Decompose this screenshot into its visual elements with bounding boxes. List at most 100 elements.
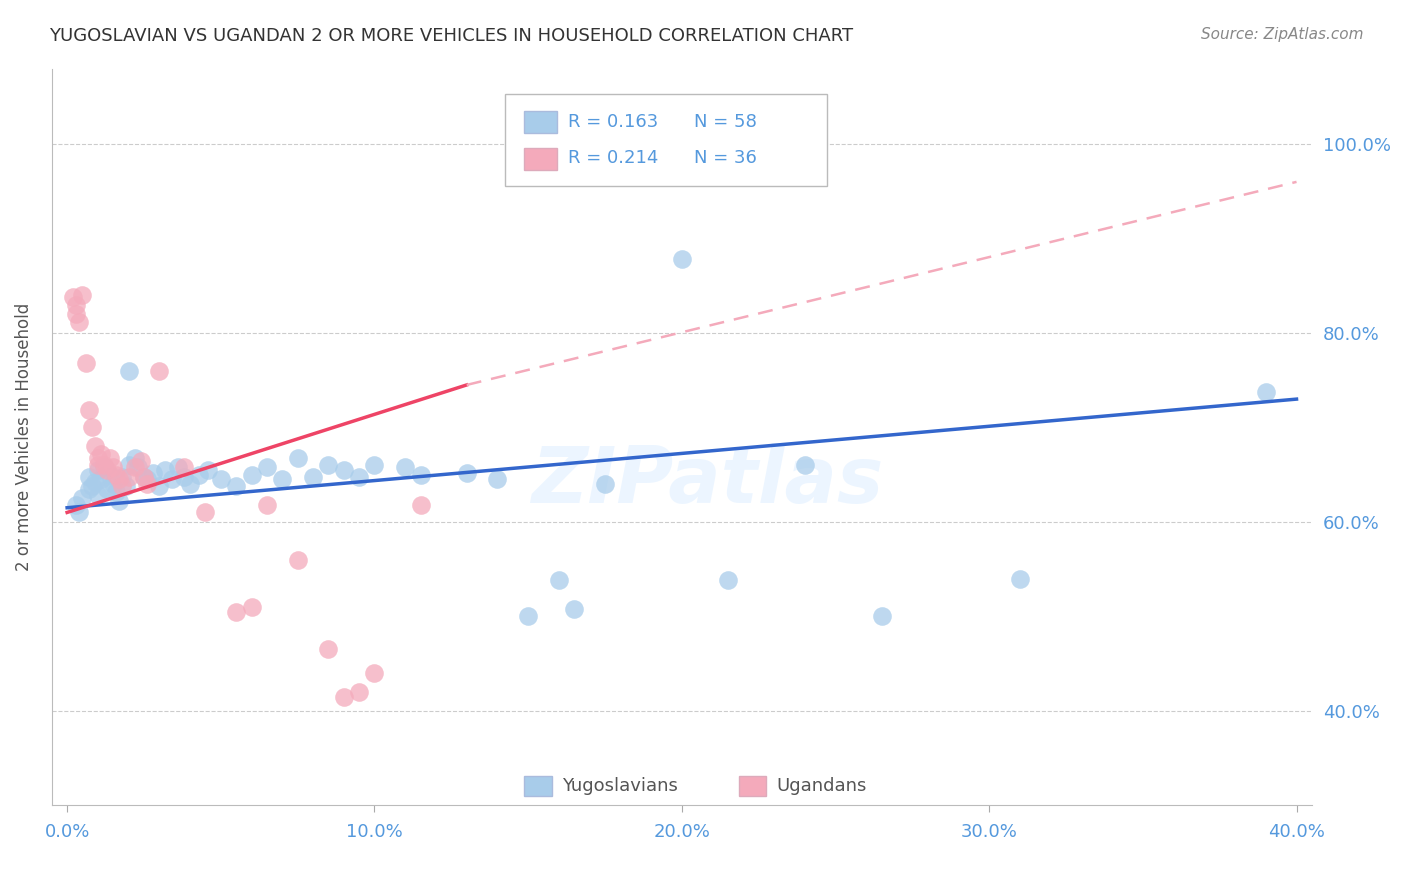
Point [65,498,87,512]
Point [197,463,219,477]
Point [136,477,159,491]
Point [318,458,340,473]
Point [98,450,121,465]
Point [148,364,170,378]
FancyBboxPatch shape [738,776,766,797]
Point [111,469,134,483]
Point [332,690,354,704]
Point [75,356,97,370]
Text: N = 36: N = 36 [695,149,758,168]
Point [671,252,693,267]
Point [148,479,170,493]
Point [87,488,110,502]
Point [62,290,84,304]
Text: ZIPatlas: ZIPatlas [531,443,883,519]
Point [240,599,263,614]
Point [90,447,112,461]
Point [394,460,416,475]
Point [65,307,87,321]
Point [80,420,103,434]
Point [302,469,325,483]
Point [517,609,540,624]
Point [347,469,370,483]
Point [114,479,136,493]
Point [194,506,217,520]
Point [562,602,585,616]
Text: Ugandans: Ugandans [776,777,866,795]
Text: R = 0.214: R = 0.214 [568,149,659,168]
Point [1254,384,1277,399]
Point [105,484,128,499]
Point [593,477,616,491]
FancyBboxPatch shape [524,112,557,133]
Point [456,466,478,480]
Point [240,467,263,482]
Point [173,460,195,475]
Point [117,458,139,473]
Point [72,288,94,302]
Point [87,458,110,473]
Y-axis label: 2 or more Vehicles in Household: 2 or more Vehicles in Household [15,302,32,571]
Point [155,463,177,477]
Point [103,460,125,475]
Point [132,469,155,483]
Text: YUGOSLAVIAN VS UGANDAN 2 OR MORE VEHICLES IN HOUSEHOLD CORRELATION CHART: YUGOSLAVIAN VS UGANDAN 2 OR MORE VEHICLE… [49,27,853,45]
Point [347,685,370,699]
Point [160,472,183,486]
FancyBboxPatch shape [505,95,827,186]
Point [717,574,740,588]
Point [117,364,139,378]
Point [142,466,165,480]
Point [67,506,90,520]
Point [225,605,247,619]
Point [547,574,569,588]
Point [188,467,211,482]
Point [77,469,100,483]
Point [96,463,118,477]
Point [96,482,118,496]
Point [124,460,146,475]
Text: Source: ZipAtlas.com: Source: ZipAtlas.com [1201,27,1364,42]
Point [129,453,152,467]
Point [179,477,201,491]
Point [1008,572,1031,586]
Point [87,463,110,477]
Point [80,479,103,493]
Point [136,472,159,486]
Point [256,498,278,512]
Point [287,552,309,566]
Point [83,475,105,490]
Point [111,479,134,493]
Point [98,467,121,482]
Point [132,469,155,483]
Point [108,472,131,486]
Point [256,460,278,475]
Point [409,467,432,482]
Point [72,491,94,506]
Point [287,450,309,465]
Point [87,450,110,465]
Text: N = 58: N = 58 [695,112,758,130]
FancyBboxPatch shape [524,776,553,797]
Point [363,458,385,473]
Point [486,472,509,486]
Point [67,315,90,329]
Point [93,460,115,475]
Point [105,467,128,482]
FancyBboxPatch shape [524,148,557,170]
Point [65,298,87,312]
Point [83,439,105,453]
Point [332,463,354,477]
Point [271,472,294,486]
Point [103,477,125,491]
Point [108,494,131,508]
Point [870,609,893,624]
Point [318,642,340,657]
Point [117,469,139,483]
Point [93,458,115,473]
Point [127,460,149,475]
Point [166,460,188,475]
Point [124,450,146,465]
Point [90,472,112,486]
Point [793,458,815,473]
